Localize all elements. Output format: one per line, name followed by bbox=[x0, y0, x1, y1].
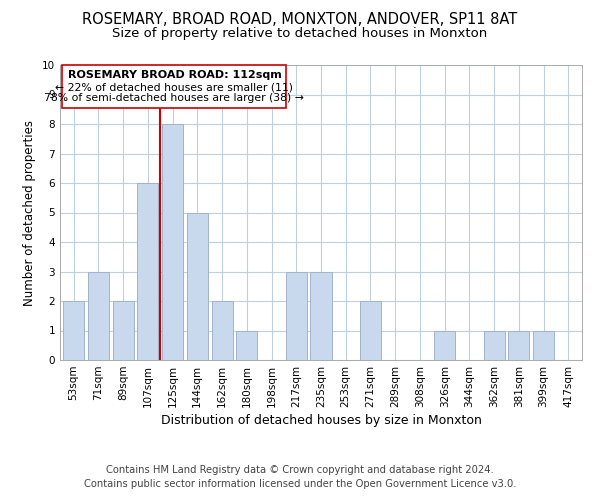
Bar bbox=[360, 301, 381, 360]
Bar bbox=[508, 330, 529, 360]
Bar bbox=[286, 272, 307, 360]
Text: ROSEMARY, BROAD ROAD, MONXTON, ANDOVER, SP11 8AT: ROSEMARY, BROAD ROAD, MONXTON, ANDOVER, … bbox=[82, 12, 518, 28]
Bar bbox=[63, 301, 84, 360]
Bar bbox=[113, 301, 134, 360]
Bar bbox=[310, 272, 332, 360]
Text: 78% of semi-detached houses are larger (38) →: 78% of semi-detached houses are larger (… bbox=[44, 93, 304, 103]
Bar bbox=[137, 183, 158, 360]
Bar bbox=[212, 301, 233, 360]
FancyBboxPatch shape bbox=[62, 65, 286, 108]
Text: ← 22% of detached houses are smaller (11): ← 22% of detached houses are smaller (11… bbox=[55, 82, 293, 92]
Bar bbox=[533, 330, 554, 360]
X-axis label: Distribution of detached houses by size in Monxton: Distribution of detached houses by size … bbox=[161, 414, 481, 427]
Bar bbox=[434, 330, 455, 360]
Text: Size of property relative to detached houses in Monxton: Size of property relative to detached ho… bbox=[112, 28, 488, 40]
Text: Contains HM Land Registry data © Crown copyright and database right 2024.
Contai: Contains HM Land Registry data © Crown c… bbox=[84, 465, 516, 489]
Bar bbox=[162, 124, 183, 360]
Bar bbox=[236, 330, 257, 360]
Bar bbox=[484, 330, 505, 360]
Y-axis label: Number of detached properties: Number of detached properties bbox=[23, 120, 37, 306]
Bar bbox=[187, 212, 208, 360]
Bar bbox=[88, 272, 109, 360]
Text: ROSEMARY BROAD ROAD: 112sqm: ROSEMARY BROAD ROAD: 112sqm bbox=[68, 70, 281, 81]
